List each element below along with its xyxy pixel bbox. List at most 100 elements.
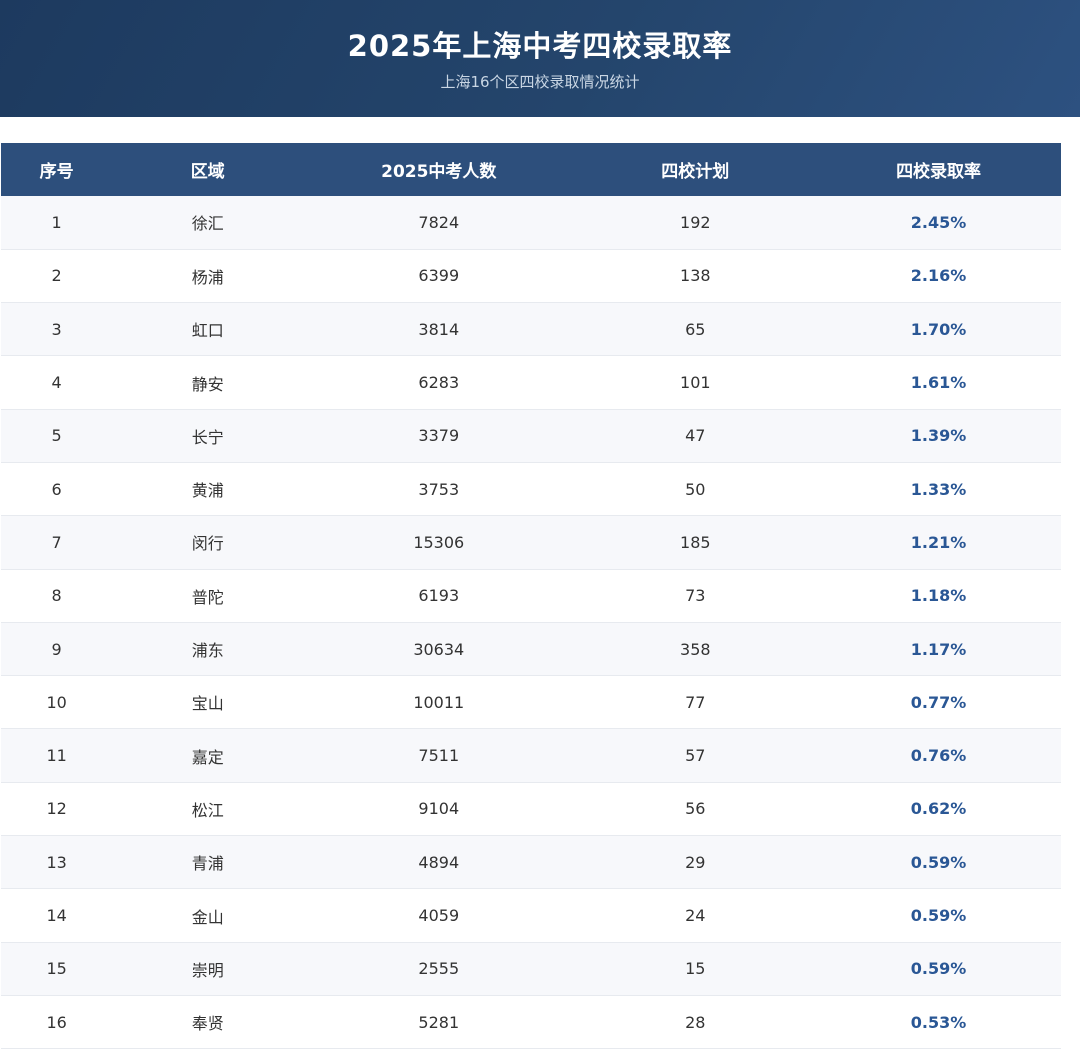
cell-rate: 0.59% [816,835,1061,890]
cell-district: 宝山 [112,675,304,730]
cell-rate: 1.39% [816,409,1061,463]
column-header-plan: 四校计划 [574,143,817,196]
cell-district: 金山 [112,888,304,943]
cell-candidates: 15306 [303,515,575,570]
cell-district: 黄浦 [112,462,304,517]
table-row: 13 青浦 4894 29 0.59% [1,835,1061,890]
cell-candidates: 2555 [303,942,575,996]
cell-plan: 47 [574,409,817,463]
admission-rate-table: 序号 区域 2025中考人数 四校计划 四校录取率 1 徐汇 7824 192 … [1,143,1061,1050]
cell-index: 15 [1,942,113,996]
cell-district: 闵行 [112,515,304,570]
cell-district: 长宁 [112,409,304,463]
cell-rate: 1.21% [816,515,1061,570]
table-row: 8 普陀 6193 73 1.18% [1,569,1061,623]
table-row: 15 崇明 2555 15 0.59% [1,942,1061,996]
cell-index: 3 [1,302,113,357]
table-row: 3 虹口 3814 65 1.70% [1,302,1061,357]
cell-index: 1 [1,196,113,250]
cell-candidates: 10011 [303,675,575,730]
cell-candidates: 6283 [303,355,575,410]
cell-candidates: 9104 [303,782,575,837]
table-row: 16 奉贤 5281 28 0.53% [1,995,1061,1050]
cell-plan: 29 [574,835,817,890]
column-header-candidates: 2025中考人数 [303,143,575,196]
cell-district: 徐汇 [112,196,304,250]
cell-index: 4 [1,355,113,410]
cell-index: 12 [1,782,113,837]
cell-index: 6 [1,462,113,517]
cell-district: 虹口 [112,302,304,357]
table-row: 9 浦东 30634 358 1.17% [1,622,1061,677]
cell-candidates: 4894 [303,835,575,890]
cell-rate: 0.59% [816,942,1061,996]
cell-candidates: 6399 [303,249,575,304]
cell-index: 2 [1,249,113,304]
cell-plan: 28 [574,995,817,1050]
cell-index: 7 [1,515,113,570]
cell-candidates: 7511 [303,728,575,783]
cell-district: 普陀 [112,569,304,623]
cell-district: 奉贤 [112,995,304,1050]
column-header-index: 序号 [1,143,113,196]
cell-candidates: 3814 [303,302,575,357]
cell-index: 5 [1,409,113,463]
cell-plan: 77 [574,675,817,730]
page-subtitle: 上海16个区四校录取情况统计 [440,72,640,91]
table-container: 序号 区域 2025中考人数 四校计划 四校录取率 1 徐汇 7824 192 … [1,143,1061,1050]
cell-district: 崇明 [112,942,304,996]
page-title: 2025年上海中考四校录取率 [347,28,733,63]
cell-district: 浦东 [112,622,304,677]
cell-district: 杨浦 [112,249,304,304]
table-row: 11 嘉定 7511 57 0.76% [1,728,1061,783]
cell-plan: 15 [574,942,817,996]
cell-index: 14 [1,888,113,943]
cell-rate: 1.70% [816,302,1061,357]
cell-plan: 138 [574,249,817,304]
table-row: 2 杨浦 6399 138 2.16% [1,249,1061,304]
column-header-rate: 四校录取率 [816,143,1061,196]
cell-candidates: 3379 [303,409,575,463]
header-banner: 2025年上海中考四校录取率 上海16个区四校录取情况统计 [0,0,1080,117]
cell-rate: 0.59% [816,888,1061,943]
cell-index: 9 [1,622,113,677]
cell-rate: 1.18% [816,569,1061,623]
cell-rate: 0.77% [816,675,1061,730]
cell-rate: 0.76% [816,728,1061,783]
table-row: 4 静安 6283 101 1.61% [1,355,1061,410]
cell-candidates: 4059 [303,888,575,943]
cell-candidates: 5281 [303,995,575,1050]
cell-candidates: 30634 [303,622,575,677]
cell-rate: 2.45% [816,196,1061,250]
cell-candidates: 3753 [303,462,575,517]
cell-district: 静安 [112,355,304,410]
cell-candidates: 6193 [303,569,575,623]
cell-district: 松江 [112,782,304,837]
cell-plan: 192 [574,196,817,250]
table-row: 12 松江 9104 56 0.62% [1,782,1061,837]
cell-candidates: 7824 [303,196,575,250]
cell-index: 11 [1,728,113,783]
cell-plan: 73 [574,569,817,623]
table-row: 10 宝山 10011 77 0.77% [1,675,1061,730]
cell-plan: 50 [574,462,817,517]
cell-plan: 57 [574,728,817,783]
table-body: 1 徐汇 7824 192 2.45% 2 杨浦 6399 138 2.16% [1,196,1061,1050]
cell-index: 8 [1,569,113,623]
cell-rate: 1.33% [816,462,1061,517]
cell-rate: 1.17% [816,622,1061,677]
cell-plan: 24 [574,888,817,943]
column-header-district: 区域 [112,143,304,196]
cell-rate: 0.53% [816,995,1061,1050]
cell-index: 16 [1,995,113,1050]
cell-plan: 65 [574,302,817,357]
cell-plan: 358 [574,622,817,677]
cell-plan: 101 [574,355,817,410]
cell-rate: 1.61% [816,355,1061,410]
table-row: 5 长宁 3379 47 1.39% [1,409,1061,463]
table-row: 6 黄浦 3753 50 1.33% [1,462,1061,517]
cell-plan: 185 [574,515,817,570]
cell-index: 13 [1,835,113,890]
table-row: 7 闵行 15306 185 1.21% [1,515,1061,570]
